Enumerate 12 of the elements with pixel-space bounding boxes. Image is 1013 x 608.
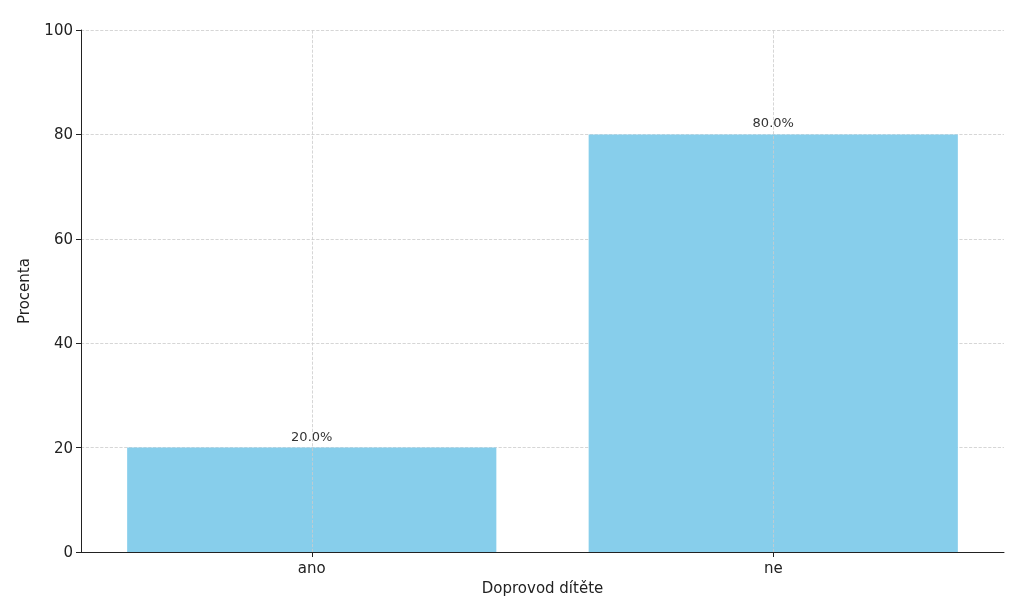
y-tick-label: 100	[44, 21, 73, 39]
y-tick-label: 20	[53, 438, 73, 457]
y-axis-title: Procenta	[14, 258, 33, 324]
x-tick-label: ne	[763, 558, 783, 577]
y-tick-label: 40	[53, 334, 73, 353]
y-tick-label: 0	[63, 543, 73, 561]
y-tick-label: 60	[53, 229, 73, 248]
x-axis-title: Doprovod dítěte	[481, 578, 604, 597]
x-tick-label: ano	[297, 558, 326, 577]
data-label: 20.0%	[291, 428, 333, 444]
y-tick-label: 80	[53, 125, 73, 144]
data-label: 80.0%	[752, 115, 794, 131]
